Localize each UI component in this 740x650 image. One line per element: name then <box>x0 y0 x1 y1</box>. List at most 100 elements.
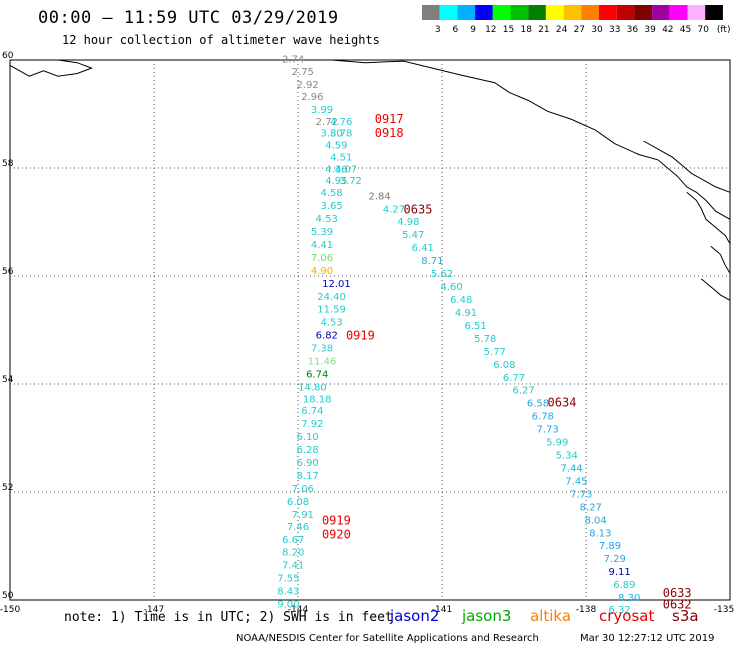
track-a: 2.742.75 2.922.96 3.992.724.763.803.784.59… <box>277 55 362 611</box>
pass-time-label: 0634 <box>548 396 577 410</box>
swh-value: 2.72 <box>316 117 338 128</box>
swh-value: 7.29 <box>604 554 626 565</box>
footer-note: note: 1) Time is in UTC; 2) SWH is in fe… <box>64 610 393 625</box>
swh-value: 5.39 <box>311 227 333 238</box>
swh-value: 7.06 <box>292 484 314 495</box>
legend-swatch <box>652 5 670 20</box>
swh-value: 6.51 <box>464 321 486 332</box>
swh-value: 4.41 <box>311 240 333 251</box>
legend-swatch <box>457 5 476 20</box>
swh-value: 11.59 <box>317 305 346 316</box>
legend-swatch <box>563 5 582 20</box>
lon-tick-label: -141 <box>432 605 452 615</box>
swh-value: 2.74 <box>282 55 304 66</box>
swh-value: 4.90 <box>311 266 333 277</box>
swh-value: 24.40 <box>317 292 346 303</box>
pass-time-label: 0917 <box>375 112 404 126</box>
swh-value: 8.04 <box>584 515 606 526</box>
map-frame <box>9 59 731 601</box>
legend-swatch <box>616 5 635 20</box>
pass-time-label: 0919 <box>322 513 351 527</box>
legend-label: 70 <box>697 25 709 35</box>
lon-tick-label: -144 <box>288 605 309 615</box>
swh-value: 8.17 <box>296 471 318 482</box>
coastline-island <box>643 140 731 193</box>
coastline <box>9 59 731 301</box>
swh-value: 5.34 <box>556 451 578 462</box>
swh-value: 6.48 <box>450 295 472 306</box>
swh-value: 4.76 <box>330 117 352 128</box>
swh-value: 7.06 <box>311 253 333 264</box>
lat-tick-label: 54 <box>2 375 14 385</box>
legend-label: 15 <box>503 25 514 35</box>
pass-time-label: 0635 <box>404 202 433 216</box>
swh-value: 11.46 <box>308 357 337 368</box>
swh-value: 6.82 <box>316 331 338 342</box>
pass-time-label: 0918 <box>375 126 404 140</box>
swh-value: 6.08 <box>493 360 515 371</box>
lat-lon-grid <box>10 60 730 600</box>
swh-value: 7.46 <box>287 522 309 533</box>
swh-value: 9.11 <box>608 567 630 578</box>
swh-value: 4.98 <box>397 217 419 228</box>
swh-value: 5.78 <box>474 334 496 345</box>
swh-value: 3.65 <box>320 201 342 212</box>
swh-value: 4.91 <box>455 308 477 319</box>
swh-value: 4.53 <box>316 214 338 225</box>
swh-value: 6.10 <box>296 432 318 443</box>
swh-value: 4.07 <box>335 164 357 175</box>
legend-jason3: jason3 <box>462 607 512 625</box>
swh-value: 4.27 <box>383 204 405 215</box>
swh-value: 7.91 <box>292 510 314 521</box>
swh-value: 7.89 <box>599 541 621 552</box>
legend-label: 33 <box>609 25 620 35</box>
swh-value: 2.92 <box>296 80 318 91</box>
legend-altika: altika <box>530 607 572 625</box>
swh-value: 7.45 <box>565 476 587 487</box>
legend-swatch <box>475 5 493 20</box>
swh-value: 4.36 <box>325 164 347 175</box>
lon-tick-label: -147 <box>144 605 164 615</box>
coastline-gulf-of-alaska <box>331 59 731 220</box>
map-border <box>9 59 731 601</box>
coastline-kenai <box>9 59 94 77</box>
pass-time-label: 0919 <box>346 329 375 343</box>
swh-value: 5.77 <box>484 347 506 358</box>
swh-value: 3.78 <box>330 129 352 140</box>
swh-value: 4.51 <box>330 152 352 163</box>
timestamp-text: Mar 30 12:27:12 UTC 2019 <box>580 633 715 644</box>
swh-value: 7.41 <box>282 561 304 572</box>
swh-value: 7.38 <box>311 344 333 355</box>
swh-value: 3.72 <box>340 176 362 187</box>
swh-value: 6.74 <box>301 406 323 417</box>
legend-label: 3 <box>435 25 441 35</box>
legend-swatch <box>528 5 546 20</box>
swh-value: 3.99 <box>311 105 333 116</box>
swh-value: 3.80 <box>320 129 342 140</box>
credit-text: NOAA/NESDIS Center for Satellite Applica… <box>236 633 539 644</box>
legend-label: 36 <box>627 25 639 35</box>
lat-tick-label: 60 <box>2 51 14 61</box>
color-legend: 3 6 9 12 15 18 21 24 27 30 33 36 39 42 45 70 (ft) <box>422 5 730 35</box>
pass-time-label: 0633 <box>663 586 692 600</box>
swh-value: 6.78 <box>532 412 554 423</box>
legend-swatch <box>422 5 440 20</box>
swh-value: 8.27 <box>580 502 602 513</box>
legend-swatch <box>439 5 458 20</box>
swh-value: 9.00 <box>277 600 299 611</box>
legend-swatch <box>581 5 599 20</box>
swh-value: 2.75 <box>292 67 314 78</box>
swh-value: 4.58 <box>320 188 342 199</box>
coastline-island <box>700 278 731 301</box>
lon-tick-label: -135 <box>714 605 734 615</box>
swh-value: 4.95 <box>325 176 347 187</box>
swh-value: 12.01 <box>322 279 351 290</box>
coastline-island <box>686 191 731 244</box>
swh-value: 6.74 <box>306 370 328 381</box>
legend-label: 39 <box>644 25 656 35</box>
swh-value: 4.53 <box>320 318 342 329</box>
legend-swatch <box>510 5 529 20</box>
swh-value: 6.77 <box>503 373 525 384</box>
